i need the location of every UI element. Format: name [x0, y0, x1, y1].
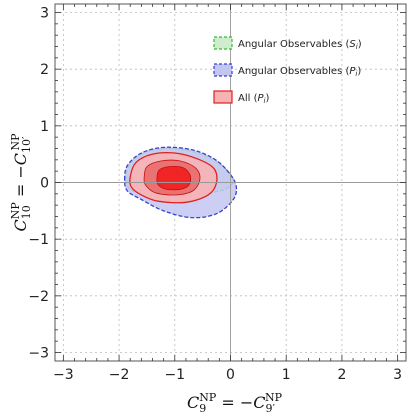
- legend-swatch: [213, 90, 233, 104]
- y-tick-label: −1: [28, 232, 49, 248]
- y-tick-label: 3: [40, 6, 49, 22]
- legend-swatch: [213, 36, 233, 50]
- ticks: −3 −2 −1 0 1 2 3 −3 −2 −1 0 1 2 3: [28, 4, 406, 383]
- y-axis-label: C10NP = −C10′NP: [9, 133, 33, 232]
- x-tick-label: 1: [282, 367, 291, 383]
- legend-swatch: [213, 63, 233, 77]
- x-tick-label: −2: [109, 367, 130, 383]
- x-tick-label: 0: [226, 367, 235, 383]
- zero-axes: [55, 4, 406, 361]
- x-tick-label: 2: [337, 367, 346, 383]
- y-tick-label: −2: [28, 289, 49, 305]
- x-axis-label: C9NP = −C9′NP: [187, 391, 283, 415]
- legend-label: Angular Observables (Pi): [238, 66, 361, 78]
- region-all-pi-1sigma: [156, 166, 192, 191]
- y-tick-label: 2: [40, 62, 49, 78]
- legend-label: All (Pi): [238, 93, 269, 105]
- x-tick-label: −3: [53, 367, 74, 383]
- legend-label: Angular Observables (Si): [238, 39, 362, 51]
- x-tick-label: 3: [393, 367, 402, 383]
- legend-item-all-pi: All (Pi): [213, 90, 269, 105]
- y-tick-label: −3: [28, 346, 49, 362]
- legend-item-angular-si: Angular Observables (Si): [213, 36, 362, 51]
- y-tick-label: 0: [40, 176, 49, 192]
- legend: Angular Observables (Si) Angular Observab…: [213, 36, 362, 105]
- y-tick-label: 1: [40, 119, 49, 135]
- legend-item-angular-pi: Angular Observables (Pi): [213, 63, 361, 78]
- x-tick-label: −1: [164, 367, 185, 383]
